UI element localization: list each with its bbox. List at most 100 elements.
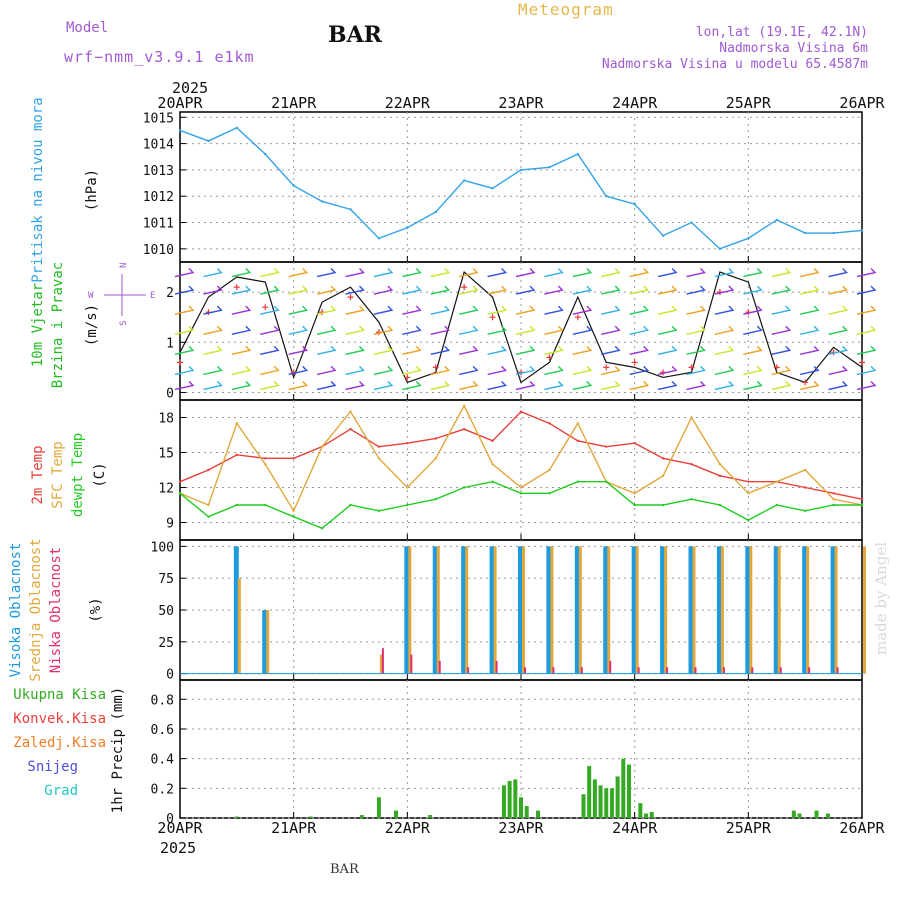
data-point: [207, 139, 210, 143]
precip-legend-item: Ukupna Kisa: [13, 687, 106, 703]
wind-barb: [572, 365, 593, 376]
wind-barb: [487, 380, 507, 391]
wind-barb: [629, 325, 650, 335]
wind-barb: [402, 345, 422, 356]
wind-barb: [572, 305, 593, 315]
wind-barb: [572, 325, 593, 335]
cloud-bar: [716, 546, 722, 674]
data-point: [832, 497, 835, 501]
cloud-bar: [808, 667, 811, 674]
cloud-bar: [578, 546, 582, 674]
wind-barb: [174, 365, 195, 376]
gust-marker: [347, 294, 354, 301]
precip-bar: [428, 815, 433, 818]
y-tick-label: 0.6: [151, 723, 174, 738]
y-tick-label: 0.2: [151, 782, 174, 797]
date-label-bottom: 22APR: [385, 819, 431, 837]
year-label-bottom: 2025: [160, 839, 196, 857]
data-point: [832, 231, 835, 235]
gust-marker: [404, 374, 411, 381]
wind-barb: [544, 380, 564, 391]
precip-bar: [649, 812, 654, 818]
wind-barb: [260, 380, 280, 391]
precip-bar: [825, 813, 830, 818]
wind-barb: [601, 380, 621, 391]
wind-barb: [544, 345, 564, 356]
ylabel-low-cloud: Niska Oblacnost: [48, 547, 64, 673]
wind-barb: [515, 365, 536, 376]
cloud-bar: [546, 546, 552, 674]
data-point: [747, 518, 750, 522]
cloud-bar: [461, 546, 467, 674]
gust-marker: [262, 304, 269, 311]
y-tick-label: 12: [158, 482, 174, 497]
data-point: [605, 480, 608, 483]
gust-marker: [574, 314, 581, 321]
wind-barb: [743, 325, 763, 335]
wind-barb: [402, 305, 422, 315]
wind-barb: [373, 380, 394, 391]
wind-barb: [743, 365, 763, 376]
data-point: [377, 445, 381, 448]
wind-barb: [402, 325, 422, 335]
precip-bar: [638, 803, 643, 818]
data-point: [178, 129, 182, 132]
y-tick-label: 15: [158, 447, 174, 462]
data-point: [235, 126, 239, 129]
data-point: [747, 237, 750, 240]
ylabel-wind-unit: (m/s): [84, 304, 100, 346]
ylabel-wind: 10m Vjetar: [30, 283, 46, 367]
data-point: [406, 503, 409, 507]
data-point: [718, 247, 722, 251]
data-point: [491, 187, 494, 190]
y-tick-label: 0.4: [151, 753, 175, 768]
precip-bar: [376, 797, 381, 818]
compass-n: N: [119, 263, 129, 268]
data-point: [548, 166, 551, 169]
data-point: [377, 237, 381, 240]
precip-bar: [536, 810, 541, 818]
compass-w: W: [88, 291, 94, 301]
data-point: [320, 527, 324, 530]
precip-bar: [501, 785, 506, 818]
wind-barb: [828, 345, 848, 356]
wind-barb: [856, 285, 877, 295]
cloud-bar: [518, 546, 523, 674]
y-tick-label: 25: [158, 636, 174, 651]
wind-barb: [345, 325, 365, 335]
cloud-bar: [722, 667, 725, 674]
cloud-bar: [379, 654, 383, 674]
data-point: [860, 497, 864, 501]
data-point: [406, 486, 409, 489]
data-point: [548, 492, 551, 495]
data-point: [832, 503, 835, 507]
cloud-bar: [631, 546, 637, 674]
date-label-bottom: 20APR: [157, 819, 203, 837]
cloud-bar: [465, 546, 469, 674]
year-label-top: 2025: [172, 79, 208, 97]
data-point: [320, 445, 324, 448]
wind-barb: [601, 305, 621, 315]
y-tick-label: 1012: [143, 190, 174, 205]
data-point: [605, 195, 608, 198]
wind-barb: [316, 365, 337, 376]
data-point: [235, 422, 239, 425]
precip-bar: [797, 813, 802, 818]
ylabel-temp2m: 2m Temp: [30, 445, 46, 504]
gust-marker: [233, 284, 240, 291]
wind-barb: [657, 268, 678, 278]
data-point: [803, 486, 807, 489]
cloud-bar: [436, 546, 440, 674]
wind-barb: [174, 268, 195, 278]
cloud-bar: [489, 546, 495, 674]
wind-barb: [231, 380, 252, 391]
wind-barb: [686, 268, 706, 278]
date-label-top: 22APR: [385, 94, 431, 112]
cloud-bar: [863, 546, 866, 674]
data-point: [718, 474, 722, 478]
wind-barb: [345, 365, 365, 376]
data-point: [661, 503, 665, 507]
cloud-bar: [749, 546, 753, 674]
data-point: [349, 427, 352, 431]
cloud-bar: [802, 546, 808, 674]
